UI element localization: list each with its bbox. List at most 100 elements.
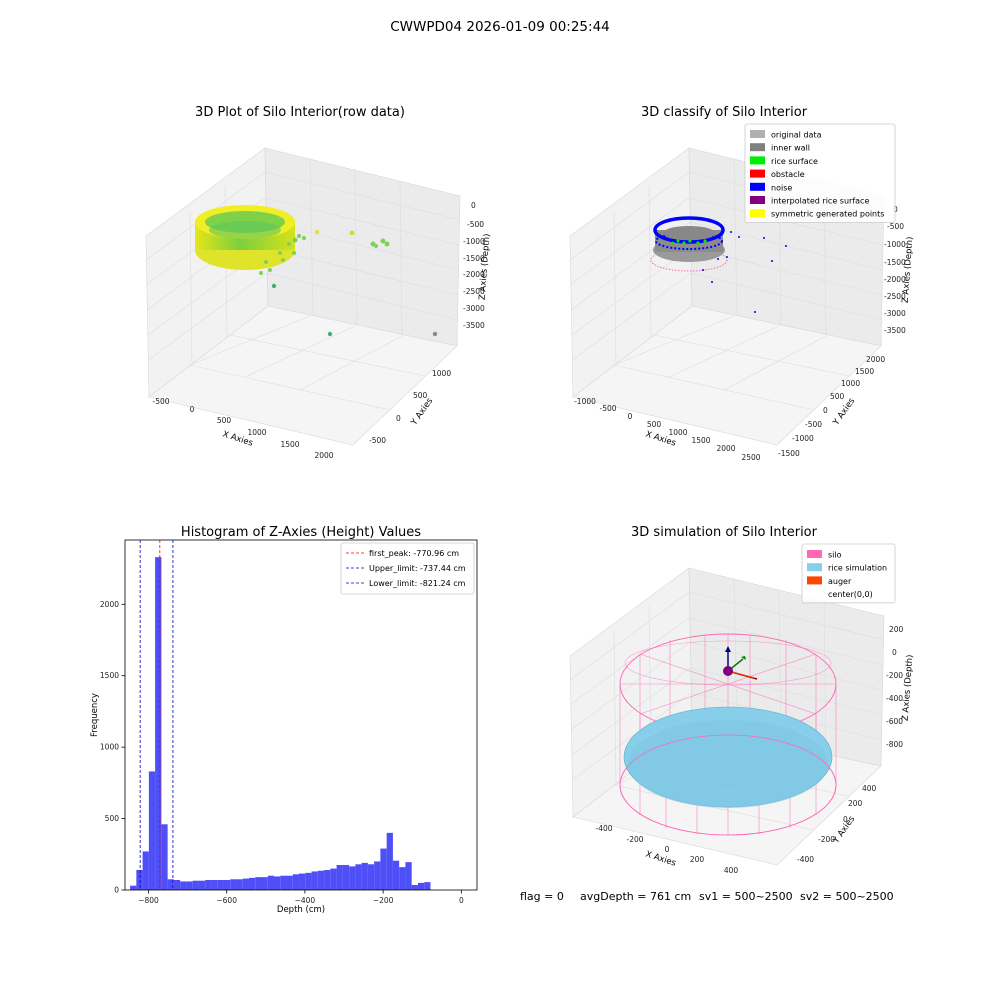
- cls-z-label: Z Axies (Depth): [901, 236, 916, 303]
- legend-swatch: [750, 130, 765, 138]
- histogram-legend-label: Lower_limit: -821.24 cm: [369, 579, 466, 588]
- sim-y-tick-1: -200: [818, 835, 835, 844]
- histogram-title: Histogram of Z-Axies (Height) Values: [181, 525, 421, 540]
- sim-z-tick-2: -200: [886, 671, 903, 680]
- sim-y-tick-4: 400: [862, 784, 877, 793]
- histogram-bars: [130, 557, 431, 890]
- histogram-bar: [186, 881, 193, 890]
- cls-y-tick-1: -1000: [792, 434, 814, 443]
- sim-x-tick-0: -400: [595, 824, 612, 833]
- sim-z-tick-1: 0: [892, 648, 897, 657]
- histogram-y-label: Frequency: [90, 693, 100, 737]
- raw-z-tick-1: -500: [467, 220, 484, 229]
- histogram-bar: [380, 848, 387, 890]
- cls-z-tick-3: -1500: [884, 258, 906, 267]
- legend-label: center(0,0): [828, 590, 873, 599]
- histogram-bar: [311, 871, 318, 890]
- histogram-bar: [167, 879, 174, 890]
- sim-x-label: X Axies: [644, 849, 677, 868]
- histogram-bar: [267, 875, 275, 890]
- legend-label: rice simulation: [828, 564, 887, 573]
- raw-z-tick-0: 0: [471, 201, 476, 210]
- histogram-bar: [374, 861, 381, 890]
- cls-x-tick-6: 2000: [716, 444, 735, 453]
- panel-raw-z-ticks: 0 -500 -1000 -1500 -2000 -2500 -3000 -35…: [463, 201, 485, 330]
- sim-x-tick-2: 0: [665, 845, 670, 854]
- histogram-bar: [330, 868, 337, 890]
- panel-classify-y-ticks: -1500 -1000 -500 0 500 1000 1500 2000: [778, 355, 885, 458]
- panel-raw-x-ticks: -500 0 500 1000 1500 2000: [152, 397, 333, 460]
- raw-y-tick-2: 500: [413, 391, 428, 400]
- cls-z-tick-6: -3000: [884, 309, 906, 318]
- cls-x-tick-2: 0: [628, 412, 633, 421]
- raw-z-tick-4: -2000: [463, 270, 485, 279]
- cls-y-tick-3: 0: [823, 406, 828, 415]
- cls-y-tick-2: -500: [805, 420, 822, 429]
- panel-raw-axes-box: [145, 147, 461, 446]
- histogram-bar: [205, 880, 212, 890]
- cls-x-tick-4: 1000: [668, 428, 687, 437]
- cls-z-tick-7: -3500: [884, 326, 906, 335]
- histogram-bar: [386, 832, 393, 890]
- histogram-bar: [411, 885, 418, 890]
- sim-z-tick-5: -800: [886, 740, 903, 749]
- histogram-bar: [399, 867, 406, 890]
- panel-classify-z-ticks: 0 -500 -1000 -1500 -2000 -2500 -3000 -35…: [884, 205, 906, 335]
- panel-simulation-z-ticks: 200 0 -200 -400 -600 -800: [886, 625, 904, 749]
- raw-y-label: Y Axies: [409, 396, 436, 428]
- sim-x-tick-3: 200: [690, 855, 705, 864]
- histogram-bar: [236, 879, 243, 890]
- histogram-legend-frame: [340, 542, 475, 595]
- histogram-bar: [274, 876, 281, 890]
- histogram-legend-label: Upper_limit: -737.44 cm: [369, 564, 466, 573]
- cls-y-tick-0: -1500: [778, 449, 800, 458]
- histogram-bar: [248, 877, 256, 890]
- histogram-bar: [417, 882, 425, 890]
- raw-x-tick-0: -500: [152, 397, 169, 406]
- cls-z-tick-4: -2000: [884, 275, 906, 284]
- legend-label: inner wall: [771, 144, 810, 153]
- legend-label: silo: [828, 551, 842, 560]
- panel-raw-title: 3D Plot of Silo Interior(row data): [195, 105, 405, 120]
- histogram-y-ticks: 0 500 1000 1500 2000: [100, 600, 125, 895]
- sim-z-tick-4: -600: [886, 717, 903, 726]
- status-sv2: sv2 = 500~2500: [800, 890, 894, 903]
- histogram-bar: [336, 865, 343, 890]
- histogram-bar: [242, 878, 249, 890]
- sim-y-tick-0: -400: [797, 855, 814, 864]
- raw-x-tick-2: 500: [217, 416, 232, 425]
- panel-simulation-y-ticks: -400 -200 0 200 400: [797, 784, 877, 864]
- legend-label: obstacle: [771, 170, 805, 179]
- raw-x-tick-3: 1000: [247, 428, 266, 437]
- sim-z-tick-3: -400: [886, 694, 903, 703]
- cls-x-tick-3: 500: [647, 420, 662, 429]
- legend-swatch: [750, 169, 765, 178]
- histogram-bar: [148, 771, 156, 890]
- histogram-bar: [305, 872, 312, 890]
- legend-label: original data: [771, 131, 822, 140]
- legend-frame: [744, 123, 896, 223]
- sim-z-label: Z Axies (Depth): [901, 654, 916, 721]
- legend-label: auger: [828, 577, 852, 586]
- cls-x-tick-0: -1000: [574, 397, 596, 406]
- histogram-bar: [223, 880, 231, 890]
- legend-swatch: [750, 143, 765, 152]
- histogram-bar: [349, 866, 356, 890]
- cls-x-tick-7: 2500: [741, 453, 760, 462]
- histogram-bar: [424, 882, 431, 890]
- legend-swatch: [807, 550, 822, 558]
- panel-classify: 3D classify of Silo Interior: [569, 105, 916, 462]
- histogram-bar: [286, 875, 293, 890]
- histogram-bar: [217, 880, 224, 890]
- cls-y-tick-7: 2000: [866, 355, 885, 364]
- figure-title: CWWPD04 2026-01-09 00:25:44: [390, 19, 610, 35]
- panel-histogram: Histogram of Z-Axies (Height) Values −80…: [90, 525, 478, 915]
- histogram-bar: [392, 860, 400, 890]
- histogram-x-label: Depth (cm): [277, 905, 325, 915]
- cls-z-tick-0: 0: [893, 205, 898, 214]
- raw-x-tick-4: 1500: [280, 440, 299, 449]
- histogram-bar: [142, 851, 149, 890]
- raw-z-tick-2: -1000: [463, 237, 485, 246]
- histogram-bar: [355, 864, 362, 890]
